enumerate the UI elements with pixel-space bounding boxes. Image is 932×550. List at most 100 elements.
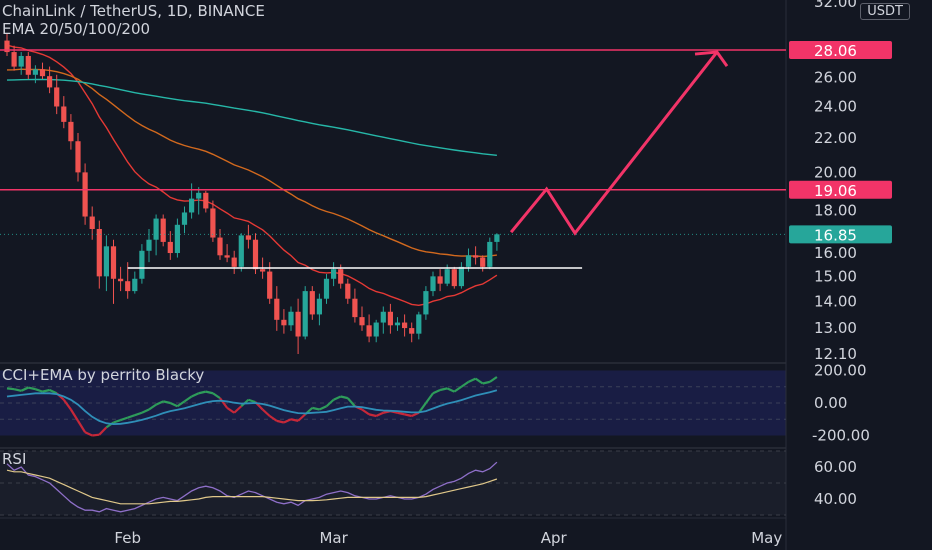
ema-200-line xyxy=(6,78,497,156)
price-tick-label: 14.00 xyxy=(814,292,857,310)
time-axis[interactable]: Feb Mar Apr May xyxy=(114,529,782,547)
candle-body xyxy=(480,257,486,267)
rsi-pane xyxy=(6,461,498,513)
candle-body xyxy=(494,234,500,242)
cci-line-segment xyxy=(269,415,278,422)
candle-body xyxy=(203,192,209,209)
candle-body xyxy=(473,255,479,258)
cci-line-segment xyxy=(42,388,50,393)
candle-body xyxy=(252,239,259,270)
candle-body xyxy=(437,276,443,284)
cci-line-segment xyxy=(368,413,377,418)
candle-body xyxy=(409,328,415,334)
candle-body xyxy=(132,278,138,292)
cci-line-segment xyxy=(127,414,136,419)
cci-line-segment xyxy=(318,405,327,411)
cci-line-segment xyxy=(375,411,384,418)
candle-body xyxy=(196,192,202,199)
cci-line-segment xyxy=(49,388,58,395)
candle-body xyxy=(153,218,159,240)
candle-body xyxy=(54,87,60,107)
candle-body xyxy=(416,314,422,334)
current-price-badge-label: 16.85 xyxy=(814,226,857,244)
candle-body xyxy=(39,69,46,77)
cci-indicator-label[interactable]: CCI+EMA by perrito Blacky xyxy=(2,366,205,384)
cci-tick-label: 0.00 xyxy=(814,394,847,412)
price-tick-label: 13.00 xyxy=(814,319,857,337)
candle-body xyxy=(174,224,180,254)
candle-body xyxy=(451,269,457,287)
candle-body xyxy=(18,55,24,67)
candle-body xyxy=(430,276,436,292)
level-price-badge-label: 19.06 xyxy=(814,182,857,200)
cci-line-segment xyxy=(219,397,228,409)
price-tick-label: 20.00 xyxy=(814,163,857,181)
cci-line-segment xyxy=(361,408,370,416)
currency-button[interactable]: USDT xyxy=(860,3,910,20)
candle-body xyxy=(345,283,351,299)
cci-tick-label: 200.00 xyxy=(814,362,867,380)
price-axis[interactable]: 12.10 13.00 14.00 15.00 16.00 18.00 20.00 22.00… xyxy=(789,0,892,508)
candle-body xyxy=(267,271,273,299)
cci-line-segment xyxy=(474,377,484,385)
cci-line-segment xyxy=(183,395,193,403)
candle-body xyxy=(160,218,166,242)
cci-line-segment xyxy=(340,395,349,400)
candle-body xyxy=(281,319,287,326)
cci-line-segment xyxy=(35,388,43,393)
cci-line-segment xyxy=(120,416,129,422)
cci-line-segment xyxy=(325,398,335,408)
cci-line-segment xyxy=(6,387,15,391)
candle-body xyxy=(331,269,337,279)
candle-body xyxy=(89,216,95,229)
cci-line-segment xyxy=(92,433,100,437)
candle-body xyxy=(260,269,266,272)
candle-body xyxy=(96,228,102,277)
chart-drawings xyxy=(0,49,786,269)
candle-body xyxy=(323,278,330,299)
candle-body xyxy=(245,235,251,240)
candle-body xyxy=(167,241,173,254)
cci-line-segment xyxy=(141,408,150,414)
projection-path xyxy=(509,51,719,236)
cci-line-segment xyxy=(169,401,178,408)
candle-body xyxy=(302,291,308,337)
cci-line-segment xyxy=(134,411,143,417)
candle-body xyxy=(139,250,145,279)
cci-line-segment xyxy=(468,377,477,383)
projection-arrowhead xyxy=(694,50,729,67)
candle-body xyxy=(47,76,53,88)
cci-line-segment xyxy=(28,386,36,391)
grid-lines xyxy=(0,0,787,550)
candle-body xyxy=(387,311,393,326)
cci-line-segment xyxy=(84,431,93,437)
rsi-indicator-label[interactable]: RSI xyxy=(2,450,27,468)
rsi-tick-label: 40.00 xyxy=(814,490,857,508)
ema-indicator-label[interactable]: EMA 20/50/100/200 xyxy=(2,20,151,38)
candle-body xyxy=(25,55,31,75)
candle-body xyxy=(238,235,244,267)
candle-body xyxy=(394,322,401,326)
price-tick-label: 16.00 xyxy=(814,244,857,262)
ema-50-line xyxy=(6,68,497,258)
price-tick-label: 22.00 xyxy=(814,129,857,147)
price-tick-label: 26.00 xyxy=(814,69,857,87)
cci-line-segment xyxy=(13,388,22,392)
cci-line-segment xyxy=(425,392,434,404)
candle-body xyxy=(75,141,81,173)
cci-line-segment xyxy=(290,418,299,422)
cci-line-segment xyxy=(226,406,235,414)
candle-body xyxy=(295,311,301,337)
candle-body xyxy=(352,298,358,318)
cci-line-segment xyxy=(460,380,470,388)
candle-body xyxy=(110,246,117,279)
cci-line-segment xyxy=(439,387,448,392)
rsi-tick-label: 60.00 xyxy=(814,458,857,476)
candle-body xyxy=(61,106,67,122)
candle-body xyxy=(146,239,152,251)
cci-tick-label: -200.00 xyxy=(812,427,870,445)
candle-body xyxy=(217,237,223,256)
cci-line-segment xyxy=(20,386,29,392)
chart-title: ChainLink / TetherUS, 1D, BINANCE xyxy=(2,2,265,20)
